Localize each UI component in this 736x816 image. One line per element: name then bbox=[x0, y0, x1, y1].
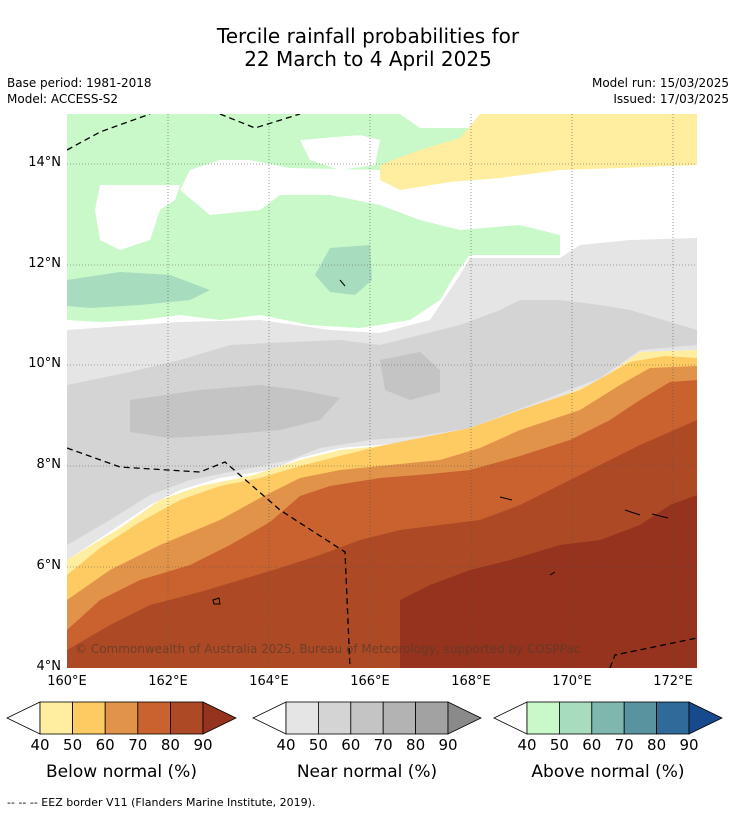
lat-label-10n: 10°N bbox=[28, 356, 61, 371]
colorbar-below-swatch bbox=[104, 701, 139, 735]
colorbar-below-tick: 70 bbox=[128, 736, 148, 754]
colorbar-below-swatch bbox=[169, 701, 204, 735]
colorbar-above-swatch bbox=[591, 701, 625, 735]
colorbar-above-tick: 50 bbox=[549, 736, 569, 754]
lon-label-162e: 162°E bbox=[148, 674, 188, 689]
colorbar-near-swatch bbox=[285, 701, 319, 735]
colorbar-near-tick: 50 bbox=[308, 736, 328, 754]
near-normal-40-gap-2 bbox=[300, 135, 380, 170]
colorbar-above-title: Above normal (%) bbox=[531, 762, 685, 782]
colorbar-below-swatch bbox=[72, 701, 106, 735]
lon-label-164e: 164°E bbox=[249, 674, 289, 689]
colorbar-above-normal bbox=[493, 701, 723, 735]
colorbar-above-max-arrow bbox=[688, 701, 723, 735]
colorbar-near-tick: 60 bbox=[341, 736, 361, 754]
colorbar-near-tick: 90 bbox=[438, 736, 458, 754]
base-period: Base period: 1981-2018 bbox=[7, 76, 152, 90]
eez-footnote: -- -- -- EEZ border V11 (Flanders Marine… bbox=[7, 796, 316, 809]
lat-label-12n: 12°N bbox=[28, 256, 61, 271]
lon-label-166e: 166°E bbox=[350, 674, 390, 689]
colorbar-above-swatch bbox=[559, 701, 593, 735]
above-normal-50-region bbox=[67, 114, 560, 328]
map-title-line2: 22 March to 4 April 2025 bbox=[244, 47, 492, 71]
colorbar-near-swatch bbox=[350, 701, 384, 735]
meta-left: Base period: 1981-2018 Model: ACCESS-S2 bbox=[7, 75, 152, 107]
colorbar-below-tick: 90 bbox=[193, 736, 213, 754]
lon-label-168e: 168°E bbox=[451, 674, 491, 689]
lon-label-160e: 160°E bbox=[47, 674, 87, 689]
colorbar-above-tick: 40 bbox=[517, 736, 537, 754]
lat-label-6n: 6°N bbox=[36, 558, 62, 573]
colorbar-below-tick: 40 bbox=[30, 736, 50, 754]
model-run: Model run: 15/03/2025 bbox=[591, 76, 729, 90]
near-normal-40-gap-3 bbox=[400, 114, 480, 128]
colorbar-near-title: Near normal (%) bbox=[296, 762, 438, 782]
near-normal-40-gap bbox=[95, 185, 180, 250]
eez-border bbox=[67, 114, 697, 668]
colorbar-below-tick: 80 bbox=[160, 736, 180, 754]
colorbar-above-swatch bbox=[526, 701, 560, 735]
colorbar-below-max-arrow bbox=[202, 701, 237, 735]
colorbar-below-min-arrow bbox=[6, 701, 41, 735]
colorbar-below-normal bbox=[6, 701, 237, 735]
below-normal-50-region-north bbox=[380, 114, 697, 190]
above-normal-60-region bbox=[67, 272, 210, 308]
below-normal-max-region bbox=[400, 495, 697, 668]
colorbar-above-swatch bbox=[656, 701, 690, 735]
colorbar-near-tick: 40 bbox=[276, 736, 296, 754]
model-name: Model: ACCESS-S2 bbox=[7, 92, 119, 106]
colorbar-near-min-arrow bbox=[252, 701, 287, 735]
colorbar-below-tick: 60 bbox=[95, 736, 115, 754]
meta-right: Model run: 15/03/2025 Issued: 17/03/2025 bbox=[592, 75, 729, 107]
near-normal-60-region bbox=[67, 300, 697, 545]
issued-date: Issued: 17/03/2025 bbox=[613, 92, 729, 106]
colorbar-near-swatch bbox=[317, 701, 352, 735]
colorbar-above-min-arrow bbox=[493, 701, 528, 735]
colorbar-above-tick: 70 bbox=[614, 736, 634, 754]
near-normal-70-region bbox=[130, 385, 340, 438]
colorbar-above-swatch bbox=[623, 701, 658, 735]
colorbar-below-title: Below normal (%) bbox=[46, 762, 197, 782]
lat-label-8n: 8°N bbox=[36, 457, 62, 472]
above-normal-60-region-2 bbox=[315, 245, 372, 295]
colorbar-above-tick: 60 bbox=[582, 736, 602, 754]
copyright-text: © Commonwealth of Australia 2025, Bureau… bbox=[75, 642, 580, 656]
colorbar-near-tick: 80 bbox=[406, 736, 426, 754]
lat-label-14n: 14°N bbox=[28, 155, 61, 170]
islands bbox=[212, 279, 669, 605]
lon-label-170e: 170°E bbox=[552, 674, 592, 689]
map-title-line1: Tercile rainfall probabilities for bbox=[216, 24, 520, 48]
colorbar-near-swatch bbox=[415, 701, 449, 735]
near-normal-70-region-2 bbox=[380, 352, 440, 400]
colorbar-above-tick: 90 bbox=[679, 736, 699, 754]
colorbar-above-tick: 80 bbox=[647, 736, 667, 754]
lon-label-172e: 172°E bbox=[653, 674, 693, 689]
colorbar-near-tick: 70 bbox=[373, 736, 393, 754]
colorbar-below-tick: 50 bbox=[63, 736, 83, 754]
colorbar-near-swatch bbox=[382, 701, 417, 735]
graticule bbox=[67, 114, 697, 668]
colorbar-near-normal bbox=[252, 701, 482, 735]
colorbar-near-max-arrow bbox=[447, 701, 482, 735]
colorbar-below-swatch bbox=[137, 701, 171, 735]
colorbar-below-swatch bbox=[39, 701, 73, 735]
map-fill bbox=[67, 114, 697, 668]
lat-label-4n: 4°N bbox=[36, 659, 62, 674]
